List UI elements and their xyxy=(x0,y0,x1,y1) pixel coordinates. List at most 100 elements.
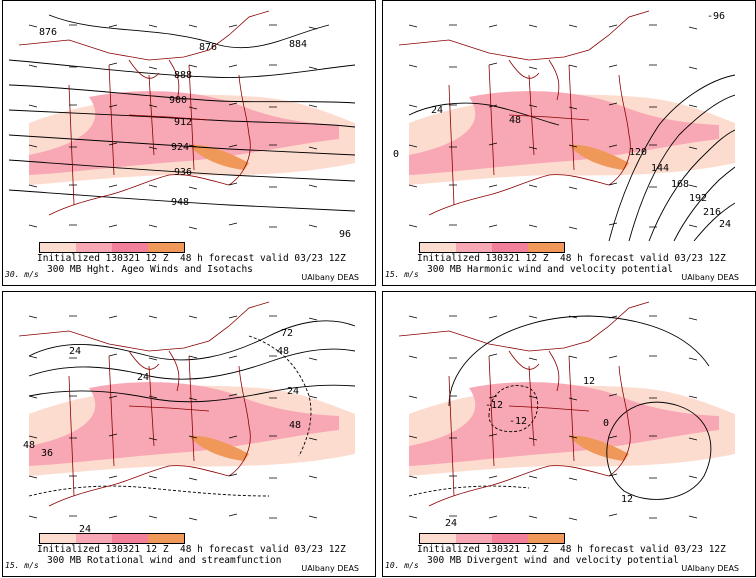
map-view: 876 876 884 888 900 912 924 936 948 96 xyxy=(9,5,355,241)
map-svg: -96 24 48 0 120 144 168 192 216 24 xyxy=(393,10,735,241)
contour-label: 0 xyxy=(393,149,399,160)
contour-label: 48 xyxy=(509,115,521,126)
map-view: -12 12 0 -12 12 24 xyxy=(389,296,735,532)
contour-label: 912 xyxy=(174,117,192,128)
contour-label: 12 xyxy=(583,376,595,387)
contour-label: 48 xyxy=(289,420,301,431)
contour-label: -12 xyxy=(485,400,503,411)
colorbar xyxy=(419,533,565,544)
colorbar-segment xyxy=(528,534,564,543)
contour-label: 72 xyxy=(281,328,293,339)
map-borders xyxy=(18,301,270,507)
streamfunction-contours xyxy=(28,320,355,497)
contour-label: 48 xyxy=(23,440,35,451)
contour-label: 0 xyxy=(603,418,609,429)
colorbar-segment xyxy=(40,534,76,543)
map-svg: 876 876 884 888 900 912 924 936 948 96 xyxy=(9,10,355,240)
contour-labels: -12 12 0 -12 12 24 xyxy=(445,376,633,529)
contour-label: 36 xyxy=(41,448,53,459)
contour-label: 216 xyxy=(703,207,721,218)
wind-arrows xyxy=(408,315,698,521)
contour-label: 24 xyxy=(79,524,91,532)
contour-label: 120 xyxy=(629,147,647,158)
contour-label: 888 xyxy=(174,70,192,81)
scale-label: 30. m/s xyxy=(5,270,39,279)
contour-labels: 876 876 884 888 900 912 924 936 948 96 xyxy=(39,27,351,240)
wind-arrows xyxy=(28,315,318,521)
contour-label: 24 xyxy=(431,105,443,116)
contour-label: 876 xyxy=(39,27,57,38)
isotach-shading xyxy=(409,382,735,476)
contour-label: 96 xyxy=(339,229,351,240)
panel-initialized-text: Initialized 130321 12 Z 48 h forecast va… xyxy=(417,253,726,264)
panel-title: 300 MB Divergent wind and velocity poten… xyxy=(427,555,679,566)
brand-label: UAlbany DEAS xyxy=(681,273,739,282)
map-svg: 24 72 48 24 48 36 24 48 24 xyxy=(18,301,355,532)
colorbar-segment xyxy=(148,534,184,543)
height-contours xyxy=(9,14,355,212)
colorbar-segment xyxy=(420,534,456,543)
contour-label: 48 xyxy=(277,346,289,357)
panel-harmonic-wind: -96 24 48 0 120 144 168 192 216 24 Initi… xyxy=(382,0,756,286)
colorbar-segment xyxy=(76,243,112,252)
map-borders xyxy=(398,301,650,507)
contour-label: 876 xyxy=(199,42,217,53)
colorbar-segment xyxy=(492,534,528,543)
colorbar xyxy=(39,533,185,544)
panel-initialized-text: Initialized 130321 12 Z 48 h forecast va… xyxy=(37,253,346,264)
colorbar-segment xyxy=(76,534,112,543)
contour-label: 12 xyxy=(621,494,633,505)
map-svg: -12 12 0 -12 12 24 xyxy=(398,301,735,529)
contour-label: 936 xyxy=(174,167,192,178)
scale-label: 15. m/s xyxy=(5,561,39,570)
scale-label: 15. m/s xyxy=(385,270,419,279)
contour-label: 24 xyxy=(445,518,457,529)
panel-title: 300 MB Hght. Ageo Winds and Isotachs xyxy=(47,264,253,275)
contour-label: 924 xyxy=(171,142,189,153)
colorbar xyxy=(39,242,185,253)
map-borders xyxy=(398,10,650,216)
contour-labels: -96 24 48 0 120 144 168 192 216 24 xyxy=(393,11,731,230)
isotach-shading xyxy=(409,91,735,185)
contour-label: 192 xyxy=(689,193,707,204)
panel-title: 300 MB Rotational wind and streamfunctio… xyxy=(47,555,282,566)
wind-arrows xyxy=(28,24,318,230)
colorbar-segment xyxy=(456,243,492,252)
panel-divergent-wind: -12 12 0 -12 12 24 Initialized 130321 12… xyxy=(382,291,756,577)
colorbar-segment xyxy=(112,534,148,543)
map-view: 24 72 48 24 48 36 24 48 24 xyxy=(9,296,355,532)
panel-initialized-text: Initialized 130321 12 Z 48 h forecast va… xyxy=(37,544,346,555)
wind-arrows xyxy=(408,24,698,230)
contour-label: 144 xyxy=(651,163,669,174)
contour-label: 24 xyxy=(69,346,81,357)
colorbar-segment xyxy=(420,243,456,252)
colorbar-segment xyxy=(528,243,564,252)
brand-label: UAlbany DEAS xyxy=(681,564,739,573)
contour-label: 24 xyxy=(287,386,299,397)
panel-rotational-wind: 24 72 48 24 48 36 24 48 24 Initialized 1… xyxy=(2,291,376,577)
colorbar-segment xyxy=(40,243,76,252)
isotach-shading xyxy=(29,91,355,185)
contour-labels: 24 72 48 24 48 36 24 48 24 xyxy=(23,328,301,532)
contour-label: 24 xyxy=(719,219,731,230)
colorbar-segment xyxy=(112,243,148,252)
colorbar xyxy=(419,242,565,253)
map-view: -96 24 48 0 120 144 168 192 216 24 xyxy=(389,5,735,241)
panel-height-ageo-isotachs: 876 876 884 888 900 912 924 936 948 96 I… xyxy=(2,0,376,286)
contour-label: 24 xyxy=(137,372,149,383)
map-borders xyxy=(18,10,270,216)
panel-title: 300 MB Harmonic wind and velocity potent… xyxy=(427,264,673,275)
contour-label: 884 xyxy=(289,39,307,50)
contour-label: 948 xyxy=(171,197,189,208)
colorbar-segment xyxy=(456,534,492,543)
colorbar-segment xyxy=(492,243,528,252)
potential-contours xyxy=(408,74,735,241)
contour-label: 168 xyxy=(671,179,689,190)
isotach-shading xyxy=(29,382,355,476)
scale-label: 10. m/s xyxy=(385,561,419,570)
colorbar-segment xyxy=(148,243,184,252)
contour-label: 900 xyxy=(169,95,187,106)
brand-label: UAlbany DEAS xyxy=(301,273,359,282)
brand-label: UAlbany DEAS xyxy=(301,564,359,573)
panel-initialized-text: Initialized 130321 12 Z 48 h forecast va… xyxy=(417,544,726,555)
